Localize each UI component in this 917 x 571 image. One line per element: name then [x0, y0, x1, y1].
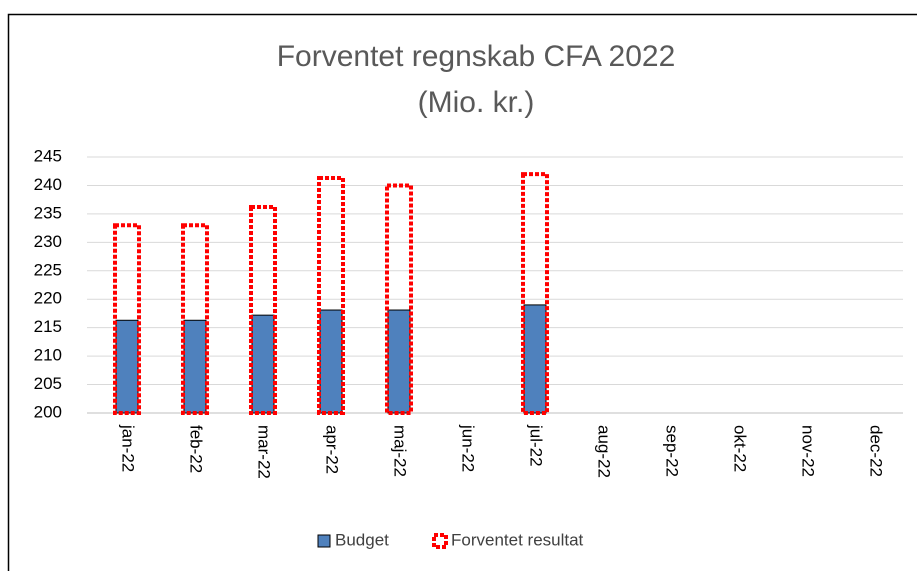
legend-swatch	[317, 534, 331, 548]
legend-label: Budget	[335, 530, 389, 549]
legend-label: Forventet resultat	[451, 530, 584, 549]
bar	[251, 314, 275, 414]
x-tick-label: nov-22	[799, 425, 818, 477]
x-tick-label: jul-22	[527, 424, 546, 467]
x-tick-label: dec-22	[867, 425, 886, 477]
chart-title: Forventet regnskab CFA 2022	[277, 40, 676, 73]
bar	[387, 309, 411, 414]
bar	[113, 223, 141, 415]
bar	[521, 172, 549, 415]
y-tick-label: 215	[34, 317, 62, 336]
x-tick-label: maj-22	[391, 425, 410, 477]
y-tick-label: 200	[34, 402, 62, 421]
chart-subtitle: (Mio. kr.)	[418, 86, 535, 119]
x-tick-label: apr-22	[323, 425, 342, 474]
x-tick-label: feb-22	[187, 425, 206, 473]
y-tick-label: 245	[34, 146, 62, 165]
bar	[385, 183, 413, 415]
bar	[183, 319, 207, 414]
chart-frame	[7, 13, 917, 571]
bar	[523, 304, 547, 414]
y-tick-label: 235	[34, 203, 62, 222]
x-tick-label: mar-22	[255, 425, 274, 479]
x-tick-label: jan-22	[119, 424, 138, 472]
bar	[319, 309, 343, 414]
legend-swatch	[432, 533, 448, 549]
x-tick-label: okt-22	[731, 425, 750, 472]
x-tick-label: aug-22	[595, 425, 614, 478]
bar	[249, 205, 277, 415]
bar	[115, 319, 139, 414]
y-tick-label: 230	[34, 232, 62, 251]
bar	[317, 176, 345, 415]
y-tick-label: 225	[34, 260, 62, 279]
y-tick-label: 220	[34, 289, 62, 308]
bar	[181, 223, 209, 415]
y-tick-label: 240	[34, 175, 62, 194]
y-tick-label: 205	[34, 374, 62, 393]
y-tick-label: 210	[34, 346, 62, 365]
x-tick-label: jun-22	[459, 424, 478, 472]
x-tick-label: sep-22	[663, 425, 682, 477]
